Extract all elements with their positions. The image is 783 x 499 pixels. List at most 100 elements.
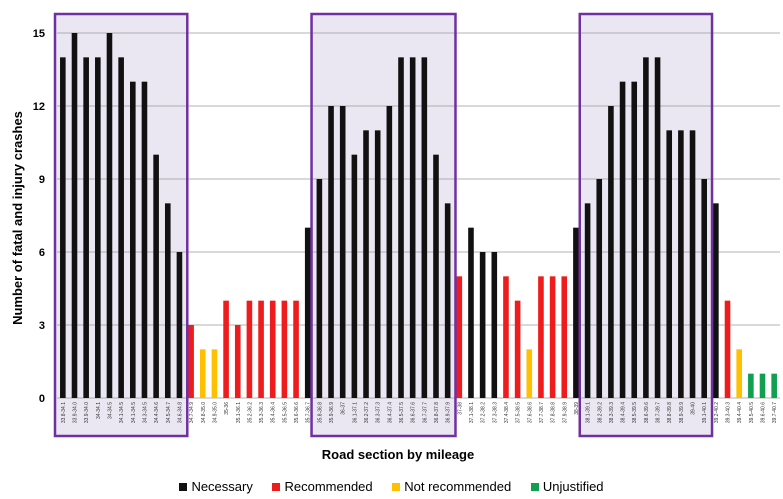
legend-label-not-recommended: Not recommended — [404, 479, 512, 494]
x-tick-label: 38.4-39.4 — [621, 402, 627, 423]
x-tick-label: 38.8-39.8 — [667, 402, 673, 423]
x-tick-label: 36.1-37.1 — [352, 402, 358, 423]
x-tick-label: 35.6-36.6 — [294, 402, 300, 423]
bar — [386, 106, 393, 398]
legend-swatch-not-recommended — [392, 483, 401, 491]
bar — [106, 33, 113, 398]
bar — [199, 349, 206, 398]
bar — [549, 276, 556, 398]
x-tick-label: 35.4-36.4 — [271, 402, 277, 423]
x-tick-label: 36.5-37.5 — [399, 402, 405, 423]
legend-item-not-recommended: Not recommended — [392, 479, 511, 494]
bar — [643, 57, 649, 398]
x-tick-label: 34.5-34.7 — [166, 402, 172, 423]
bar — [631, 81, 638, 399]
bar — [701, 179, 708, 398]
legend-label-recommended: Recommended — [284, 479, 373, 494]
bar — [689, 130, 696, 399]
x-tick-label: 39-40 — [691, 402, 697, 415]
legend-label-unjustified: Unjustified — [542, 479, 604, 494]
legend-swatch-unjustified — [530, 483, 539, 491]
x-tick-label: 37.3-38.3 — [492, 402, 498, 423]
x-tick-label: 39.6-40.6 — [761, 402, 767, 423]
x-tick-label: 37.8-38.8 — [551, 402, 557, 423]
x-tick-label: 38.2-39.2 — [597, 402, 603, 423]
x-tick-label: 34.9-35.0 — [212, 402, 218, 423]
x-tick-label: 35.5-36.5 — [282, 402, 288, 423]
x-tick-label: 36.9-37.9 — [446, 402, 452, 423]
legend-swatch-recommended — [272, 483, 281, 491]
x-tick-label: 35.1-36.1 — [236, 402, 242, 423]
bar — [153, 154, 159, 398]
x-axis-label: Road section by mileage — [322, 447, 474, 462]
bar — [573, 227, 579, 398]
bar — [60, 57, 66, 398]
x-tick-label: 34-34.1 — [96, 402, 102, 419]
bar — [608, 106, 614, 398]
bar — [246, 300, 253, 398]
x-tick-label: 35.8-36.8 — [317, 402, 323, 423]
y-tick-label: 15 — [33, 28, 45, 40]
bar — [374, 130, 381, 399]
highlight-box-1 — [311, 14, 456, 436]
legend: Necessary Recommended Not recommended Un… — [0, 479, 783, 494]
x-tick-label: 36.3-37.3 — [376, 402, 382, 423]
x-tick-label: 34.1-34.5 — [119, 402, 125, 423]
highlight-box-border-0 — [53, 12, 189, 438]
legend-swatch-necessary — [179, 483, 188, 491]
bar — [456, 276, 463, 398]
bar — [269, 300, 276, 398]
bar — [596, 179, 603, 398]
x-tick-label: 39.1-40.1 — [702, 402, 708, 423]
bar — [234, 325, 241, 398]
x-tick-label: 36.7-37.7 — [422, 402, 428, 423]
bar — [561, 276, 568, 398]
x-tick-label: 39.4-40.4 — [737, 402, 743, 423]
bar — [724, 300, 731, 398]
y-tick-label: 0 — [39, 393, 45, 405]
bar — [654, 57, 661, 398]
bar — [678, 130, 684, 399]
bar — [281, 300, 288, 398]
x-tick-label: 36.6-37.6 — [411, 402, 417, 423]
x-tick-label: 38-39 — [574, 402, 580, 415]
bar — [351, 154, 358, 398]
bar — [71, 33, 78, 398]
highlight-box-border-2 — [578, 12, 714, 438]
x-tick-label: 37.1-38.1 — [469, 402, 475, 423]
x-tick-label: 37.9-38.9 — [562, 402, 568, 423]
x-tick-label: 37.5-38.5 — [516, 402, 522, 423]
x-tick-label: 34-34.5 — [107, 402, 113, 419]
bar — [748, 373, 754, 398]
highlight-box-border-1 — [310, 12, 457, 438]
bar — [129, 81, 136, 399]
bar — [538, 276, 544, 398]
x-tick-label: 37.6-38.6 — [527, 402, 533, 423]
x-tick-label: 38.7-39.7 — [656, 402, 662, 423]
x-tick-label: 34.3-34.5 — [142, 402, 148, 423]
bar — [223, 300, 229, 398]
x-tick-label: 38.6-39.6 — [644, 402, 650, 423]
x-tick-label: 35.2-36.2 — [247, 402, 253, 423]
x-tick-label: 37.2-38.2 — [481, 402, 487, 423]
bar — [771, 373, 777, 398]
legend-item-necessary: Necessary — [179, 479, 253, 494]
bar — [736, 349, 742, 398]
bar — [164, 203, 171, 398]
x-tick-label: 37.4-38.4 — [504, 402, 510, 423]
bar — [83, 57, 89, 398]
legend-item-recommended: Recommended — [272, 479, 373, 494]
x-axis-ticks: 33.8-34.1 33.9-34.0 33.9-34.0 34-34.1 34-34.… — [61, 402, 778, 423]
highlight-box-borders — [53, 12, 714, 438]
bar — [304, 227, 311, 398]
bar — [409, 57, 416, 398]
bar — [514, 300, 521, 398]
bar — [713, 203, 719, 398]
bar — [258, 300, 264, 398]
bar — [328, 106, 334, 398]
bar — [526, 349, 533, 398]
bar — [619, 81, 626, 399]
bars — [60, 33, 777, 399]
bar — [118, 57, 124, 398]
bar — [398, 57, 404, 398]
